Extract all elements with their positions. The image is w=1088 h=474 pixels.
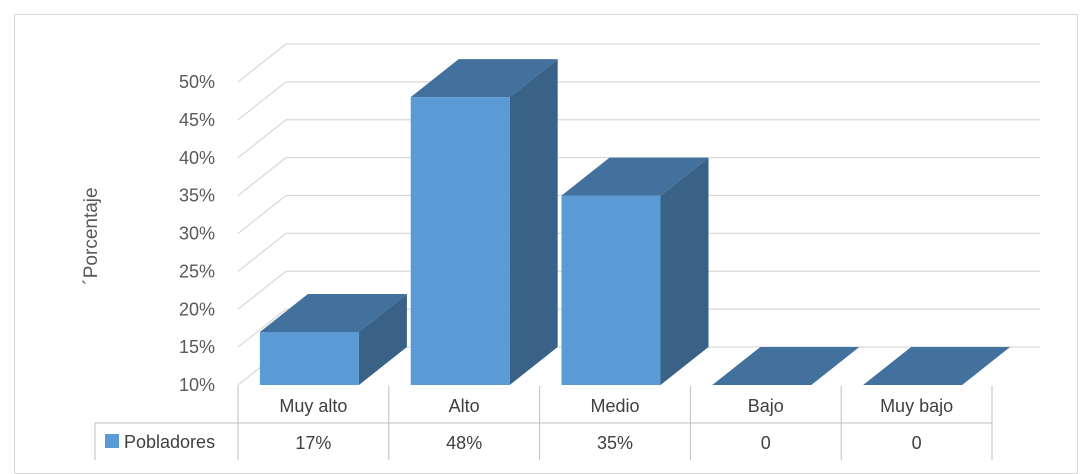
gridline-diagonal	[237, 81, 287, 121]
gridline-diagonal	[237, 157, 287, 197]
gridline-diagonal	[237, 232, 287, 272]
legend-swatch	[105, 434, 119, 448]
y-tick-label: 50%	[179, 72, 215, 92]
data-label: 0	[761, 433, 771, 453]
y-tick-label: 30%	[179, 224, 215, 244]
bar-chart-3d: ´Porcentaje 10%15%20%25%30%35%40%45%50% …	[81, 43, 1040, 460]
y-tick-label: 10%	[179, 375, 215, 395]
bars	[259, 59, 1011, 386]
bar-top	[259, 293, 407, 332]
gridline-diagonal	[237, 270, 287, 310]
x-category-label: Muy bajo	[880, 396, 953, 416]
gridline-diagonal	[237, 119, 287, 159]
x-category-label: Alto	[449, 396, 480, 416]
data-label: 0	[912, 433, 922, 453]
bar-top	[410, 59, 558, 98]
y-tick-label: 45%	[179, 110, 215, 130]
x-category-label: Bajo	[748, 396, 784, 416]
bar-side	[509, 59, 558, 386]
y-tick-label: 40%	[179, 148, 215, 168]
bar	[863, 347, 1011, 385]
y-axis-title: ´Porcentaje	[81, 187, 102, 284]
bar	[561, 157, 709, 385]
gridline-diagonal	[237, 194, 287, 235]
legend-label: Pobladores	[124, 432, 215, 452]
x-category-label: Medio	[590, 396, 639, 416]
bar-side	[660, 157, 709, 385]
x-category-label: Muy alto	[279, 396, 347, 416]
y-axis-ticks: 10% 15% 20% 25% 30% 35% 40% 45% 50%	[179, 72, 215, 395]
bar-front	[259, 331, 359, 385]
data-label: 48%	[446, 433, 482, 453]
data-label: 35%	[597, 433, 633, 453]
bar-top	[863, 347, 1011, 385]
bar-side	[358, 293, 407, 385]
gridline-diagonal	[237, 43, 287, 83]
bar-front	[561, 195, 661, 385]
data-table: Muy alto 17% Alto 48% Medio 35% Bajo 0 Muy bajo 0…	[94, 386, 993, 460]
y-tick-label: 35%	[179, 186, 215, 206]
bar	[259, 293, 407, 385]
bar-front	[410, 97, 510, 386]
y-tick-label: 25%	[179, 261, 215, 281]
data-label: 17%	[295, 433, 331, 453]
y-tick-label: 15%	[179, 337, 215, 357]
bar-top	[561, 157, 709, 196]
y-tick-label: 20%	[179, 299, 215, 319]
bar	[410, 59, 558, 386]
bar	[712, 347, 860, 385]
gridline-diagonal	[237, 308, 287, 348]
bar-top	[712, 347, 860, 385]
